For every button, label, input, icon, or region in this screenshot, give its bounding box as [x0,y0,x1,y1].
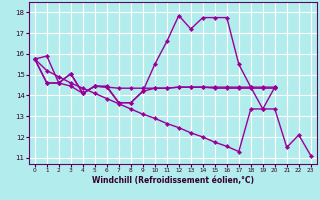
X-axis label: Windchill (Refroidissement éolien,°C): Windchill (Refroidissement éolien,°C) [92,176,254,185]
